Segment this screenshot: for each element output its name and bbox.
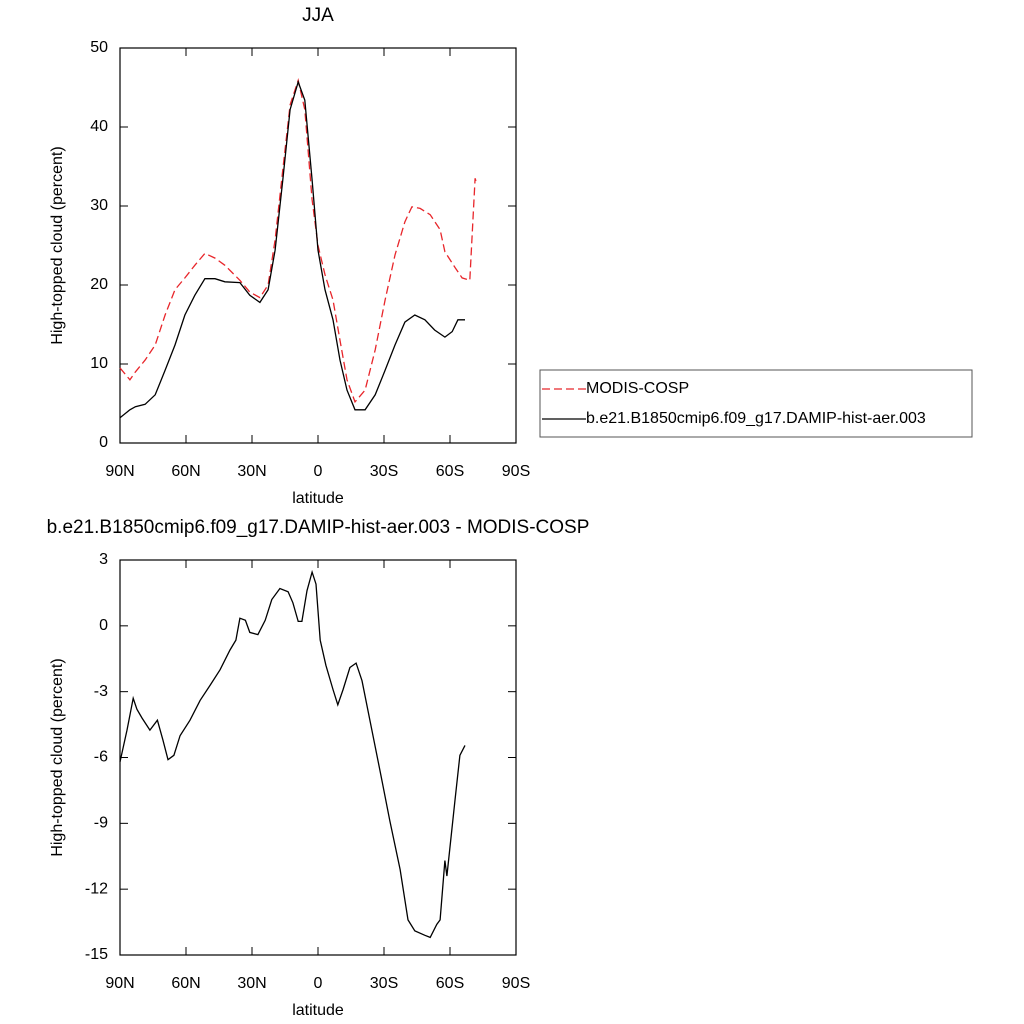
chart-title: b.e21.B1850cmip6.f09_g17.DAMIP-hist-aer.…	[47, 517, 590, 538]
x-tick-label: 30S	[370, 463, 398, 480]
x-tick-label: 60S	[436, 463, 464, 480]
x-tick-label: 60N	[171, 463, 200, 480]
x-axis-label: latitude	[292, 1002, 344, 1019]
series-line	[119, 569, 466, 939]
x-tick-label: 90S	[502, 975, 530, 992]
x-tick-label: 60N	[171, 975, 200, 992]
chart-title: JJA	[302, 5, 334, 26]
y-tick-label: 0	[99, 617, 108, 634]
x-tick-label: 90N	[105, 975, 134, 992]
y-tick-label: -9	[94, 815, 108, 832]
x-tick-label: 30S	[370, 975, 398, 992]
y-tick-label: -15	[85, 946, 108, 963]
y-tick-label: 30	[90, 197, 108, 214]
plot-frame	[119, 559, 517, 956]
x-tick-label: 30N	[237, 975, 266, 992]
x-tick-label: 60S	[436, 975, 464, 992]
y-tick-label: -12	[85, 880, 108, 897]
y-axis-label: High-topped cloud (percent)	[49, 146, 66, 344]
y-tick-label: 20	[90, 276, 108, 293]
y-tick-label: 10	[90, 355, 108, 372]
y-tick-label: -6	[94, 749, 108, 766]
legend-label: b.e21.B1850cmip6.f09_g17.DAMIP-hist-aer.…	[586, 410, 926, 427]
series-line	[119, 77, 478, 404]
x-tick-label: 0	[314, 975, 323, 992]
y-tick-label: 3	[99, 551, 108, 568]
x-tick-label: 30N	[237, 463, 266, 480]
y-axis-label: High-topped cloud (percent)	[49, 658, 66, 856]
legend-box	[539, 369, 973, 438]
plot-frame	[119, 47, 517, 444]
series-line	[119, 79, 465, 419]
x-axis-label: latitude	[292, 490, 344, 507]
y-tick-label: 50	[90, 39, 108, 56]
y-tick-label: 0	[99, 434, 108, 451]
x-tick-label: 90S	[502, 463, 530, 480]
y-tick-label: 40	[90, 118, 108, 135]
x-tick-label: 0	[314, 463, 323, 480]
x-tick-label: 90N	[105, 463, 134, 480]
y-tick-label: -3	[94, 683, 108, 700]
legend-label: MODIS-COSP	[586, 380, 689, 397]
